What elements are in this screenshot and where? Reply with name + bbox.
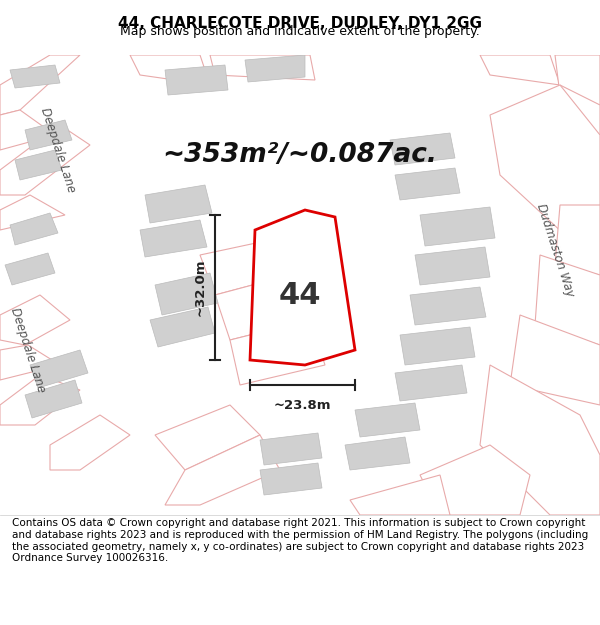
Polygon shape [145, 185, 212, 223]
Polygon shape [480, 365, 600, 515]
Polygon shape [210, 55, 315, 80]
Polygon shape [10, 65, 60, 88]
Polygon shape [155, 405, 260, 470]
Polygon shape [155, 273, 218, 315]
Text: ~32.0m: ~32.0m [194, 259, 207, 316]
Polygon shape [0, 125, 90, 195]
Polygon shape [250, 210, 355, 365]
Polygon shape [0, 195, 65, 230]
Polygon shape [260, 433, 322, 465]
Polygon shape [585, 110, 600, 175]
Polygon shape [535, 255, 600, 345]
Text: Map shows position and indicative extent of the property.: Map shows position and indicative extent… [120, 26, 480, 39]
Text: ~23.8m: ~23.8m [274, 399, 331, 412]
Polygon shape [400, 327, 475, 365]
Polygon shape [345, 437, 410, 470]
Polygon shape [490, 85, 600, 235]
Polygon shape [150, 307, 215, 347]
Polygon shape [410, 287, 486, 325]
Text: Dudmaston Way: Dudmaston Way [534, 202, 576, 298]
Polygon shape [30, 350, 88, 388]
Polygon shape [200, 240, 290, 295]
Polygon shape [215, 275, 310, 340]
Polygon shape [165, 435, 280, 505]
Polygon shape [50, 415, 130, 470]
Polygon shape [130, 55, 210, 85]
Polygon shape [140, 220, 207, 257]
Text: Deepdale Lane: Deepdale Lane [8, 306, 48, 394]
Text: 44: 44 [279, 281, 321, 309]
Polygon shape [0, 110, 55, 150]
Polygon shape [165, 65, 228, 95]
Text: ~353m²/~0.087ac.: ~353m²/~0.087ac. [163, 142, 437, 168]
Polygon shape [350, 475, 450, 515]
Polygon shape [0, 345, 60, 380]
Polygon shape [510, 315, 600, 405]
Polygon shape [230, 320, 325, 385]
Polygon shape [355, 403, 420, 437]
Polygon shape [395, 168, 460, 200]
Text: 44, CHARLECOTE DRIVE, DUDLEY, DY1 2GG: 44, CHARLECOTE DRIVE, DUDLEY, DY1 2GG [118, 16, 482, 31]
Polygon shape [5, 253, 55, 285]
Polygon shape [390, 133, 455, 165]
Polygon shape [555, 85, 600, 135]
Polygon shape [10, 213, 58, 245]
Polygon shape [25, 120, 72, 150]
Polygon shape [555, 55, 600, 105]
Text: Deepdale Lane: Deepdale Lane [38, 106, 78, 194]
Polygon shape [420, 445, 530, 515]
Polygon shape [555, 205, 600, 275]
Text: Contains OS data © Crown copyright and database right 2021. This information is : Contains OS data © Crown copyright and d… [12, 518, 588, 563]
Polygon shape [25, 380, 82, 418]
Polygon shape [245, 55, 305, 82]
Polygon shape [0, 295, 70, 345]
Polygon shape [15, 150, 62, 180]
Polygon shape [0, 55, 80, 115]
Polygon shape [395, 365, 467, 401]
Polygon shape [480, 55, 560, 85]
Polygon shape [0, 375, 80, 425]
Polygon shape [415, 247, 490, 285]
Polygon shape [420, 207, 495, 246]
Polygon shape [260, 463, 322, 495]
